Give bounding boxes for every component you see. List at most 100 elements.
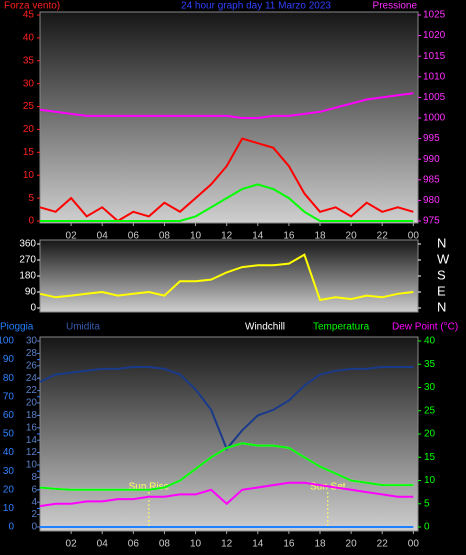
y-tick-label: 24 — [26, 373, 38, 384]
x-tick-label: 08 — [159, 539, 171, 550]
y-tick-label: 1010 — [423, 71, 446, 82]
y-tick-label: 4 — [31, 497, 37, 508]
y-tick-label: 1005 — [423, 92, 446, 103]
x-tick-label: 20 — [346, 231, 358, 242]
y-tick-label: 14 — [26, 435, 38, 446]
x-tick-label: 08 — [159, 231, 171, 242]
y-tick-label: 0 — [31, 522, 37, 533]
y-tick-label: 45 — [23, 10, 35, 21]
y-tick-label: 180 — [19, 271, 36, 282]
y-tick-label: 6 — [31, 484, 37, 495]
y-tick-label: 30 — [23, 78, 35, 89]
y-tick-label: E — [437, 283, 446, 298]
y-tick-label: 30 — [26, 336, 38, 347]
y-tick-label: W — [437, 251, 450, 266]
y-tick-label: 8 — [31, 472, 37, 483]
y-tick-label: 100 — [0, 336, 14, 347]
y-tick-label: 975 — [423, 216, 440, 227]
y-tick-label: 70 — [3, 391, 15, 402]
legend-entry: Windchill — [245, 322, 285, 333]
y-tick-label: 28 — [26, 348, 38, 359]
y-tick-label: 35 — [424, 359, 436, 370]
series-line — [39, 92, 414, 119]
x-tick-label: 06 — [128, 231, 140, 242]
legend-entry: Pioggia — [0, 322, 34, 333]
y-tick-label: 1025 — [423, 10, 446, 21]
y-tick-label: S — [437, 267, 446, 282]
x-tick-label: 04 — [97, 539, 109, 550]
x-tick-label: 12 — [221, 539, 233, 550]
x-tick-label: 02 — [66, 231, 78, 242]
y-tick-label: 10 — [424, 475, 436, 486]
y-tick-label: 30 — [424, 382, 436, 393]
y-tick-label: 1015 — [423, 51, 446, 62]
y-tick-label: 0 — [8, 522, 14, 533]
y-tick-label: 20 — [3, 484, 15, 495]
y-tick-label: 15 — [23, 147, 35, 158]
x-tick-label: 22 — [377, 231, 389, 242]
y-tick-label: 16 — [26, 422, 38, 433]
y2-axis-label: Pressione — [373, 1, 418, 12]
y-tick-label: 35 — [23, 55, 35, 66]
x-tick-label: 12 — [221, 231, 233, 242]
series-line — [39, 253, 414, 302]
x-tick-label: 14 — [252, 231, 264, 242]
x-tick-label: 18 — [314, 231, 326, 242]
y-tick-label: 995 — [423, 133, 440, 144]
y-tick-label: 985 — [423, 174, 440, 185]
y-tick-label: 20 — [26, 398, 38, 409]
legend-entry: Dew Point (°C) — [392, 322, 458, 333]
y-tick-label: 30 — [3, 466, 15, 477]
y-tick-label: 40 — [3, 447, 15, 458]
x-tick-label: 18 — [314, 539, 326, 550]
y-tick-label: 50 — [3, 429, 15, 440]
y-tick-label: N — [437, 235, 446, 250]
x-tick-label: 22 — [377, 539, 389, 550]
y-tick-label: 1000 — [423, 113, 446, 124]
x-tick-label: 10 — [190, 231, 202, 242]
y-tick-label: 26 — [26, 360, 38, 371]
y-tick-label: 0 — [424, 522, 430, 533]
legend-entry: Umidita — [66, 322, 100, 333]
y-tick-label: 10 — [3, 503, 15, 514]
y-tick-label: 5 — [424, 498, 430, 509]
x-tick-label: 02 — [66, 539, 78, 550]
y-tick-label: 5 — [28, 193, 34, 204]
x-tick-label: 00 — [408, 539, 420, 550]
y-tick-label: 10 — [23, 170, 35, 181]
y-tick-label: 12 — [26, 447, 38, 458]
series-line — [39, 481, 414, 508]
y-tick-label: 360 — [19, 239, 36, 250]
y-tick-label: 0 — [28, 216, 34, 227]
y-axis-label: Forza vento) — [4, 1, 60, 12]
y-tick-label: 40 — [424, 336, 436, 347]
x-tick-label: 10 — [190, 539, 202, 550]
y-tick-label: 25 — [23, 101, 35, 112]
series-line — [40, 183, 414, 222]
x-tick-label: 20 — [346, 539, 358, 550]
y-tick-label: 22 — [26, 385, 38, 396]
y-tick-label: 90 — [25, 287, 37, 298]
y-tick-label: 60 — [3, 410, 15, 421]
y-tick-label: 80 — [3, 373, 15, 384]
y-tick-label: 10 — [26, 460, 38, 471]
plot-background — [40, 240, 418, 312]
y-tick-label: 2 — [31, 509, 37, 520]
y-tick-label: 980 — [423, 195, 440, 206]
series-line — [39, 137, 414, 223]
chart-title: 24 hour graph day 11 Marzo 2023 — [181, 1, 331, 12]
plot-background — [40, 12, 418, 223]
y-tick-label: 25 — [424, 405, 436, 416]
y-tick-label: 18 — [26, 410, 38, 421]
y-tick-label: 20 — [23, 124, 35, 135]
y-tick-label: 270 — [19, 255, 36, 266]
y-tick-label: 15 — [424, 452, 436, 463]
x-tick-label: 14 — [252, 539, 264, 550]
legend-entry: Temperatura — [313, 322, 370, 333]
y-tick-label: 0 — [30, 303, 36, 314]
y-tick-label: 990 — [423, 154, 440, 165]
y-tick-label: 20 — [424, 429, 436, 440]
annotation: Sun Rise — [129, 482, 170, 493]
